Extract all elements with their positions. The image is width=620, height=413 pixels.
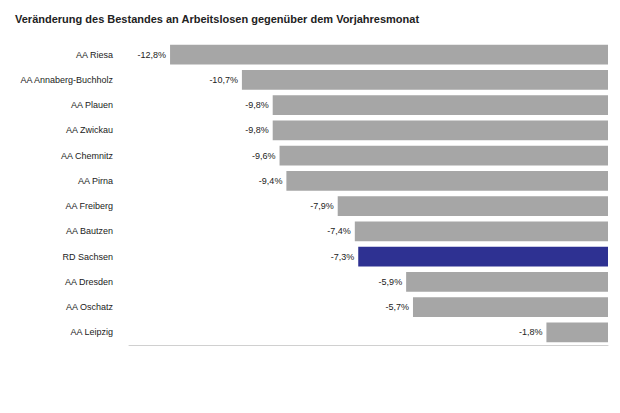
svg-text:AA Plauen: AA Plauen bbox=[71, 100, 113, 110]
svg-text:-1,8%: -1,8% bbox=[519, 327, 543, 337]
svg-text:AA Zwickau: AA Zwickau bbox=[66, 125, 113, 135]
svg-text:-7,4%: -7,4% bbox=[327, 226, 351, 236]
svg-text:Veränderung des Bestandes an A: Veränderung des Bestandes an Arbeitslose… bbox=[15, 13, 419, 25]
svg-text:AA Oschatz: AA Oschatz bbox=[66, 302, 114, 312]
svg-text:-5,9%: -5,9% bbox=[379, 277, 403, 287]
svg-text:-12,8%: -12,8% bbox=[138, 50, 167, 60]
svg-text:-9,4%: -9,4% bbox=[259, 176, 283, 186]
svg-text:AA Annaberg-Buchholz: AA Annaberg-Buchholz bbox=[20, 75, 113, 85]
svg-text:AA Pirna: AA Pirna bbox=[78, 176, 113, 186]
svg-text:-5,7%: -5,7% bbox=[385, 302, 409, 312]
svg-text:RD Sachsen: RD Sachsen bbox=[62, 252, 113, 262]
svg-text:-9,8%: -9,8% bbox=[245, 100, 269, 110]
svg-text:AA Riesa: AA Riesa bbox=[76, 50, 113, 60]
svg-text:-9,6%: -9,6% bbox=[252, 151, 276, 161]
svg-text:AA Bautzen: AA Bautzen bbox=[66, 226, 113, 236]
svg-text:AA Chemnitz: AA Chemnitz bbox=[61, 151, 114, 161]
svg-text:AA Freiberg: AA Freiberg bbox=[65, 201, 113, 211]
svg-text:AA Leipzig: AA Leipzig bbox=[70, 327, 113, 337]
svg-text:-7,3%: -7,3% bbox=[331, 252, 355, 262]
svg-text:-9,8%: -9,8% bbox=[245, 125, 269, 135]
svg-text:-10,7%: -10,7% bbox=[209, 75, 238, 85]
svg-text:AA Dresden: AA Dresden bbox=[65, 277, 113, 287]
svg-text:-7,9%: -7,9% bbox=[310, 201, 334, 211]
